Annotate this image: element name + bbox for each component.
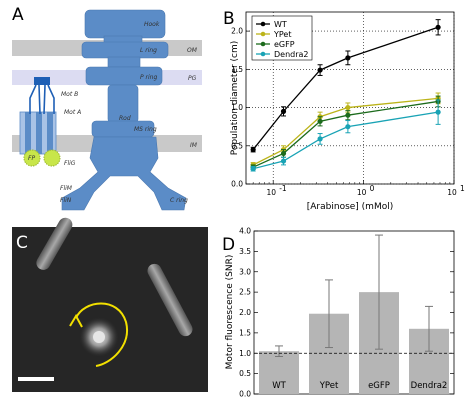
- series-point-ypet: [345, 104, 351, 111]
- legend-marker: [260, 41, 266, 47]
- chart-d-ytick-label: 0.5: [239, 369, 251, 378]
- panel-label-a: A: [12, 5, 24, 25]
- label-l-ring: L ring: [140, 47, 157, 54]
- chart-b-xtick-exponent: 0: [370, 184, 375, 193]
- label-mot-a: Mot A: [64, 109, 81, 116]
- chart-d-ytick-label: 1.0: [239, 349, 251, 358]
- label-ms-ring: MS ring: [134, 126, 157, 133]
- bar-label-wt: WT: [272, 381, 286, 391]
- chart-b-xtick-label: 10: [357, 188, 367, 197]
- label-om: OM: [187, 47, 198, 54]
- legend-label-egfp: eGFP: [274, 40, 295, 49]
- panel-c-image: C: [12, 217, 208, 392]
- series-point-dendra2: [250, 166, 256, 172]
- label-flig: FliG: [64, 160, 76, 167]
- chart-d-ytick-label: 4.0: [239, 227, 251, 236]
- series-point-egfp: [280, 150, 287, 157]
- label-fp: FP: [28, 155, 35, 162]
- fluorescent-protein: [23, 149, 61, 167]
- chart-d-ytick-label: 0.0: [239, 390, 251, 399]
- series-point-dendra2: [435, 109, 441, 115]
- panel-label-b: B: [223, 9, 235, 29]
- series-point-wt: [250, 147, 256, 153]
- chart-d-ytick-label: 2.0: [239, 308, 251, 317]
- panel-label-d: D: [222, 235, 235, 255]
- chart-b-ytick-label: 1.0: [231, 103, 243, 112]
- cell-top-left: [36, 217, 73, 270]
- panel-b-chart: B Population diameter (cm) [Arabinose] (…: [223, 9, 465, 212]
- label-flim: FliM: [60, 185, 73, 192]
- label-p-ring: P ring: [140, 74, 157, 81]
- rotation-arrowhead: [69, 313, 83, 328]
- series-point-egfp: [345, 112, 351, 118]
- series-point-dendra2: [280, 158, 287, 164]
- label-im: IM: [190, 142, 198, 149]
- legend-label-wt: WT: [274, 20, 287, 29]
- cell-right: [147, 263, 193, 337]
- chart-d-ytick-label: 2.5: [239, 288, 251, 297]
- mot-a-stator: [19, 111, 57, 155]
- legend-marker: [260, 31, 266, 37]
- label-hook: Hook: [144, 21, 160, 28]
- legend-marker: [260, 51, 266, 57]
- label-mot-b: Mot B: [61, 91, 78, 98]
- chart-b-xtick-exponent: -1: [279, 184, 287, 193]
- flagellar-motor: [61, 9, 187, 211]
- chart-b-xlabel: [Arabinose] (mMol): [307, 202, 393, 212]
- chart-b-ytick-label: 2.0: [231, 27, 243, 36]
- series-point-egfp: [317, 118, 323, 124]
- micrograph-cells: [36, 217, 193, 357]
- label-pg: PG: [188, 75, 197, 82]
- panel-d-chart: D Motor fluorescence (SNR) 0.0 0.5 1.0 1.5 2…: [222, 227, 455, 399]
- series-point-wt: [435, 24, 441, 30]
- legend-label-dendra2: Dendra2: [274, 50, 309, 59]
- chart-b-ytick-label: 0.0: [231, 180, 243, 189]
- series-point-dendra2: [317, 136, 323, 142]
- panel-label-c: C: [16, 233, 28, 253]
- chart-b-xtick-exponent: 1: [460, 184, 465, 193]
- series-point-wt: [317, 67, 323, 73]
- chart-d-ylabel: Motor fluorescence (SNR): [225, 255, 235, 370]
- mot-b: [29, 77, 55, 115]
- chart-b-xtick-label: 10: [266, 188, 276, 197]
- chart-b-xtick-label: 10: [447, 188, 457, 197]
- label-c-ring: C ring: [170, 197, 188, 204]
- legend-label-ypet: YPet: [273, 30, 291, 39]
- rotation-arrow: [75, 302, 129, 367]
- bar-label-dendra2: Dendra2: [411, 381, 448, 391]
- cell-center-spot: [93, 331, 105, 343]
- label-flin: FliN: [60, 197, 72, 204]
- legend-marker: [260, 21, 266, 27]
- scale-bar: [18, 377, 54, 381]
- chart-b-ytick-label: 0.5: [231, 141, 243, 150]
- label-rod: Rod: [119, 115, 131, 122]
- chart-b-ytick-label: 1.5: [231, 65, 243, 74]
- series-point-wt: [345, 55, 351, 61]
- c-ring-shape: [61, 136, 187, 211]
- chart-b-ylabel: Population diameter (cm): [230, 41, 240, 156]
- chart-d-ytick-label: 3.5: [239, 247, 251, 256]
- series-point-wt: [280, 108, 287, 114]
- panel-a: Hook L ring P ring Rod MS ring C ring Mo…: [12, 5, 202, 211]
- chart-d-ytick-label: 1.5: [239, 328, 251, 337]
- chart-d-ytick-label: 3.0: [239, 267, 251, 276]
- series-point-dendra2: [345, 124, 351, 130]
- bar-label-egfp: eGFP: [368, 381, 390, 391]
- bar-label-ypet: YPet: [319, 381, 339, 391]
- bar-wt: [259, 351, 299, 394]
- shaft-mid: [107, 56, 141, 68]
